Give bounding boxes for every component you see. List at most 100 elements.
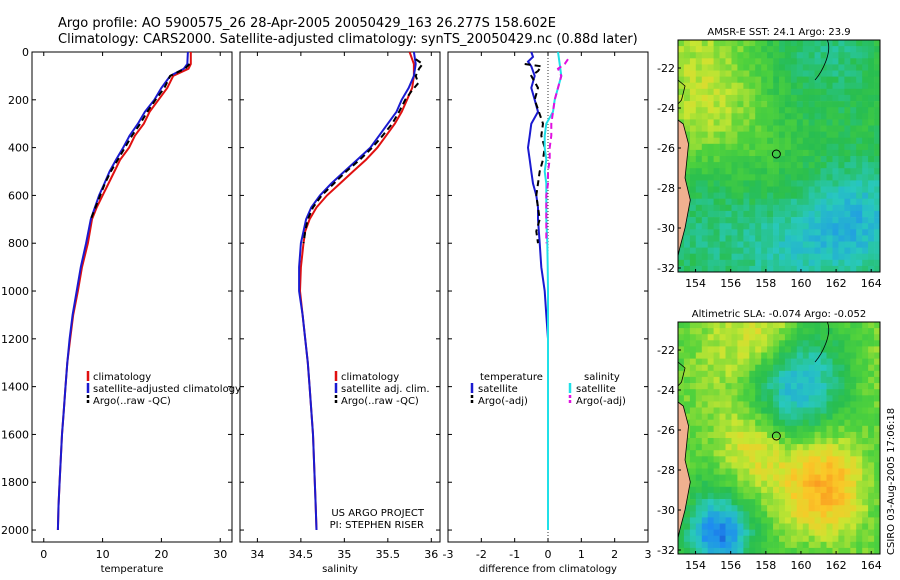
map-cell bbox=[743, 253, 750, 261]
map-cell bbox=[755, 395, 762, 402]
map-cell bbox=[695, 334, 703, 341]
map-cell bbox=[761, 107, 768, 114]
map-cell bbox=[719, 52, 726, 59]
map-cell bbox=[850, 450, 857, 457]
map-cell bbox=[850, 156, 857, 163]
map-cell bbox=[689, 235, 697, 242]
map-cell bbox=[796, 511, 804, 518]
map-cell bbox=[683, 322, 691, 329]
map-cell bbox=[755, 383, 762, 390]
map-cell bbox=[773, 174, 780, 181]
map-cell bbox=[701, 247, 709, 255]
map-cell bbox=[790, 370, 798, 378]
map-cell bbox=[779, 541, 786, 549]
map-cell bbox=[802, 480, 810, 488]
map-cell bbox=[707, 70, 714, 77]
map-cell bbox=[862, 328, 869, 335]
map-cell bbox=[790, 480, 798, 488]
map-cell bbox=[868, 529, 875, 537]
map-cell bbox=[862, 438, 869, 445]
map-cell bbox=[844, 328, 851, 335]
map-cell bbox=[874, 229, 881, 236]
map-cell bbox=[814, 198, 821, 206]
map-cell bbox=[832, 541, 839, 549]
map-cell bbox=[796, 94, 804, 102]
map-cell bbox=[743, 486, 750, 494]
map-cell bbox=[796, 334, 804, 341]
map-cell bbox=[678, 535, 685, 543]
title-line-2: Climatology: CARS2000. Satellite-adjuste… bbox=[58, 32, 638, 47]
map-cell bbox=[838, 438, 845, 445]
map-cell bbox=[707, 511, 714, 518]
map-cell bbox=[737, 456, 744, 463]
map-cell bbox=[678, 76, 685, 84]
map-cell bbox=[820, 462, 827, 469]
map-cell bbox=[826, 143, 833, 151]
map-cell bbox=[874, 180, 881, 187]
map-cell bbox=[773, 383, 780, 390]
map-cell bbox=[743, 162, 750, 169]
map-cell bbox=[767, 64, 774, 71]
map-cell bbox=[868, 88, 875, 96]
map-cell bbox=[796, 101, 804, 108]
map-cell bbox=[773, 259, 780, 267]
map-cell bbox=[678, 358, 685, 366]
map-cell bbox=[695, 529, 703, 537]
map-cell bbox=[868, 376, 875, 384]
map-cell bbox=[773, 438, 780, 445]
map-cell bbox=[856, 401, 863, 408]
map-cell bbox=[802, 94, 810, 102]
map-cell bbox=[743, 247, 750, 255]
map-cell bbox=[826, 456, 833, 463]
map-cell bbox=[802, 517, 810, 524]
map-cell bbox=[767, 259, 774, 267]
map-cell bbox=[790, 431, 798, 439]
map-cell bbox=[755, 125, 762, 132]
map-cell bbox=[713, 253, 720, 261]
map-cell bbox=[802, 529, 810, 537]
map-cell bbox=[719, 259, 726, 267]
map-cell bbox=[749, 131, 756, 139]
map-cell bbox=[850, 505, 857, 512]
map-cell bbox=[850, 438, 857, 445]
map-cell bbox=[755, 401, 762, 408]
map-cell bbox=[814, 52, 821, 59]
map-cell bbox=[790, 198, 798, 206]
map-cell bbox=[725, 517, 732, 524]
map-cell bbox=[874, 358, 881, 366]
map-cell bbox=[725, 395, 732, 402]
map-cell bbox=[743, 529, 750, 537]
map-cell bbox=[701, 499, 709, 506]
map-cell bbox=[874, 58, 881, 65]
map-cell bbox=[856, 529, 863, 537]
map-cell bbox=[874, 235, 881, 242]
map-cell bbox=[820, 198, 827, 206]
map-cell bbox=[725, 131, 732, 139]
map-cell bbox=[874, 541, 881, 549]
map-cell bbox=[784, 511, 792, 518]
map-cell bbox=[695, 431, 703, 439]
map-cell bbox=[683, 174, 691, 181]
map-cell bbox=[755, 131, 762, 139]
map-cell bbox=[820, 358, 827, 366]
map-cell bbox=[701, 334, 709, 341]
map-cell bbox=[767, 370, 774, 378]
sla_map-lon-label: 156 bbox=[720, 559, 741, 572]
map-cell bbox=[761, 499, 768, 506]
map-cell bbox=[838, 137, 845, 145]
map-cell bbox=[868, 450, 875, 457]
map-cell bbox=[832, 241, 839, 248]
map-cell bbox=[725, 94, 732, 102]
map-cell bbox=[868, 94, 875, 102]
map-cell bbox=[814, 328, 821, 335]
map-cell bbox=[755, 431, 762, 439]
map-cell bbox=[761, 322, 768, 329]
map-cell bbox=[850, 383, 857, 390]
map-cell bbox=[874, 505, 881, 512]
map-cell bbox=[862, 174, 869, 181]
map-cell bbox=[784, 149, 792, 157]
map-cell bbox=[761, 40, 768, 47]
map-cell bbox=[838, 259, 845, 267]
map-cell bbox=[707, 352, 714, 359]
